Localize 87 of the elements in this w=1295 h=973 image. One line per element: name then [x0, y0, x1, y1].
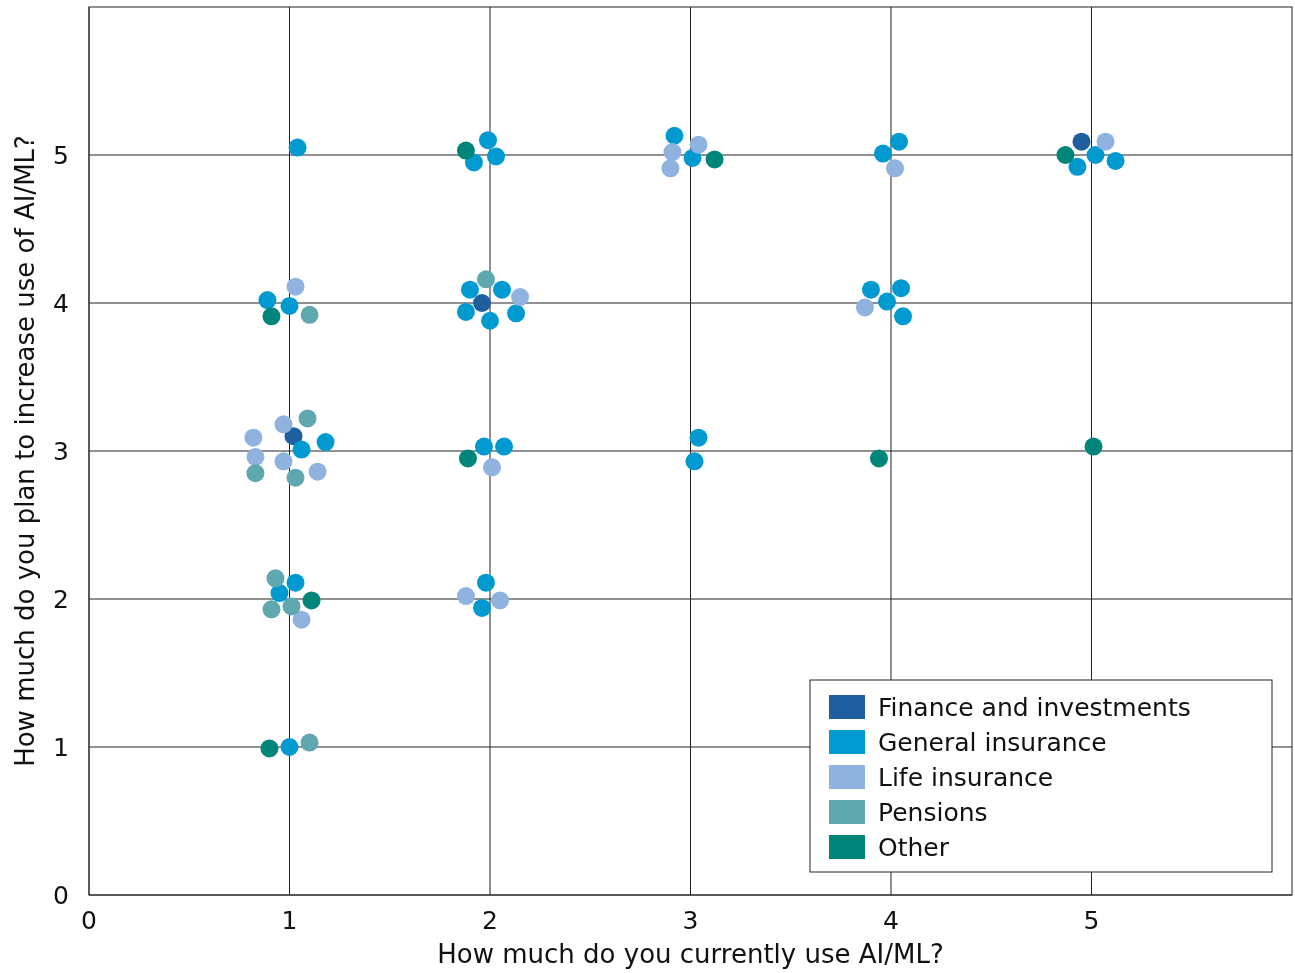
- point: [286, 468, 305, 487]
- point: [1084, 437, 1103, 456]
- y-tick-label: 4: [53, 289, 69, 318]
- point: [1056, 146, 1075, 164]
- point: [274, 452, 293, 471]
- point: [869, 449, 888, 468]
- point: [258, 291, 277, 310]
- point: [511, 288, 530, 307]
- point: [705, 150, 724, 169]
- point: [456, 587, 475, 606]
- point: [689, 135, 708, 154]
- x-tick-label: 3: [682, 906, 699, 935]
- point: [298, 409, 317, 428]
- point: [456, 302, 475, 321]
- point: [890, 132, 909, 151]
- point: [665, 126, 684, 145]
- point: [286, 277, 305, 296]
- point: [476, 573, 495, 592]
- point: [300, 733, 319, 752]
- point: [302, 591, 321, 610]
- point: [1086, 146, 1105, 164]
- point: [460, 280, 479, 299]
- x-tick-label: 1: [281, 906, 298, 935]
- point: [663, 143, 682, 162]
- point: [483, 458, 502, 477]
- point: [270, 584, 289, 603]
- point: [262, 600, 281, 619]
- point: [292, 440, 311, 459]
- point: [292, 610, 311, 629]
- point: [1068, 157, 1087, 176]
- point: [861, 280, 880, 299]
- point: [282, 597, 301, 616]
- y-axis-title: How much do you plan to increase use of AI/ML?: [10, 135, 40, 767]
- y-tick-label: 5: [53, 141, 69, 170]
- point: [266, 569, 285, 588]
- point: [472, 294, 491, 312]
- point: [661, 159, 680, 178]
- point: [855, 298, 874, 317]
- y-tick-label: 0: [53, 881, 69, 910]
- point: [487, 147, 506, 166]
- point: [458, 449, 477, 468]
- point: [260, 739, 279, 758]
- y-tick-label: 1: [53, 733, 69, 762]
- point: [886, 159, 905, 178]
- point: [274, 415, 293, 434]
- point: [493, 280, 512, 299]
- point: [288, 138, 307, 157]
- point: [689, 428, 708, 447]
- point: [491, 591, 510, 610]
- legend-label: General insurance: [878, 728, 1107, 757]
- point: [472, 598, 491, 617]
- legend-label: Other: [878, 833, 950, 862]
- y-tick-label: 3: [53, 437, 69, 466]
- point: [244, 428, 263, 447]
- point: [300, 305, 319, 324]
- point: [685, 452, 704, 471]
- point: [894, 307, 913, 326]
- point: [246, 447, 265, 466]
- point: [474, 437, 493, 456]
- point: [481, 311, 499, 330]
- point: [476, 270, 495, 289]
- point: [479, 131, 497, 150]
- point: [280, 738, 299, 756]
- point: [286, 573, 305, 592]
- point: [262, 307, 281, 326]
- point: [877, 292, 896, 311]
- x-tick-label: 2: [482, 906, 498, 935]
- point: [246, 464, 265, 483]
- point: [892, 279, 911, 298]
- x-axis-title: How much do you currently use AI/ML?: [437, 939, 944, 969]
- x-tick-label: 5: [1083, 906, 1100, 935]
- point: [873, 144, 892, 163]
- point: [316, 433, 335, 452]
- legend-label: Finance and investments: [878, 693, 1191, 722]
- point: [507, 304, 526, 323]
- point: [308, 462, 327, 481]
- x-tick-label: 4: [883, 906, 899, 935]
- legend-label: Life insurance: [878, 763, 1054, 792]
- y-tick-label: 2: [53, 585, 69, 614]
- x-tick-label: 0: [81, 906, 97, 935]
- point: [456, 141, 475, 160]
- point: [495, 437, 514, 456]
- point: [1096, 132, 1115, 151]
- point: [1106, 151, 1125, 170]
- point: [280, 296, 299, 315]
- legend-label: Pensions: [878, 798, 988, 827]
- point: [1072, 132, 1091, 151]
